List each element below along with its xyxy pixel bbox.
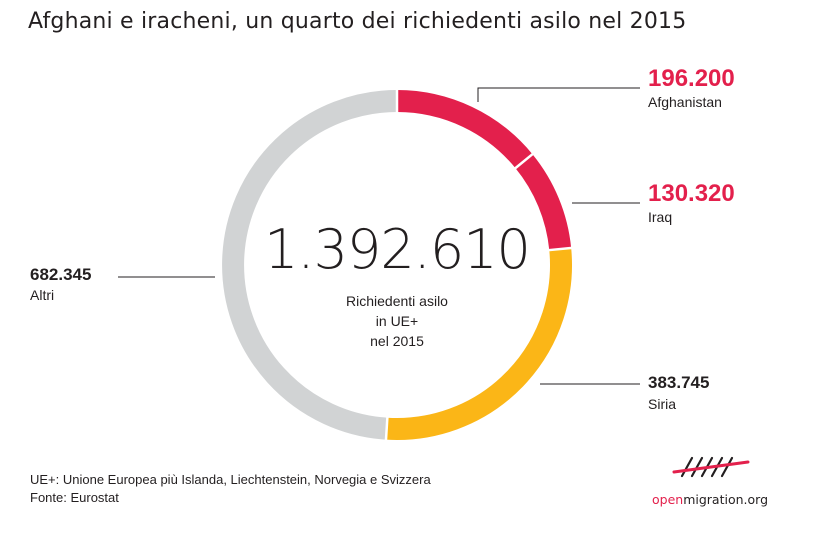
- slice-siria: [385, 247, 572, 440]
- logo-suffix: migration.org: [683, 492, 769, 507]
- chart-title: Afghani e iracheni, un quarto dei richie…: [28, 9, 687, 34]
- value-label-siria: 383.745: [648, 373, 709, 392]
- value-label-iraq: 130.320: [648, 180, 735, 207]
- footnote-source: Fonte: Eurostat: [30, 490, 119, 505]
- total-label-line: in UE+: [376, 313, 418, 329]
- leader-line-afghanistan: [477, 87, 640, 102]
- category-label-afghanistan: Afghanistan: [648, 94, 722, 110]
- slice-separator: [513, 152, 535, 170]
- donut-chart: 196.200 Afghanistan 130.320 Iraq 383.745 Siri…: [30, 65, 735, 441]
- category-label-siria: Siria: [648, 396, 676, 412]
- category-label-iraq: Iraq: [648, 209, 672, 225]
- total-value: 1.392.610: [264, 218, 530, 281]
- slice-iraq: [515, 154, 572, 251]
- value-label-afghanistan: 196.200: [648, 65, 735, 92]
- category-label-altri: Altri: [30, 287, 54, 303]
- slice-altri: [222, 90, 398, 440]
- total-label-line: nel 2015: [370, 333, 424, 349]
- footnote-definition: UE+: Unione Europea più Islanda, Liechte…: [30, 472, 431, 487]
- value-label-altri: 682.345: [30, 265, 91, 284]
- total-label-line: Richiedenti asilo: [346, 293, 448, 309]
- slice-separator: [548, 246, 573, 252]
- logo-prefix: open: [652, 492, 684, 507]
- slice-separator: [384, 416, 389, 441]
- openmigration-logo-mark: [672, 456, 750, 478]
- openmigration-logo-text: openmigration.org: [652, 492, 768, 507]
- slice-afghanistan: [396, 90, 533, 169]
